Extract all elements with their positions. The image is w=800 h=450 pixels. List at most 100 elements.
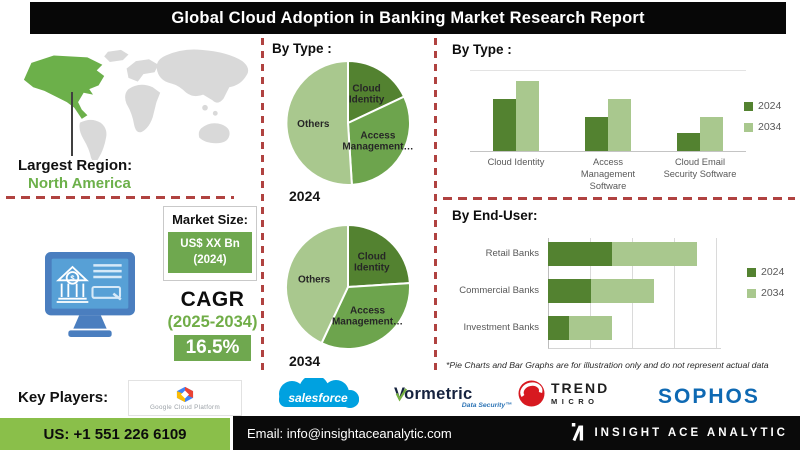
hbar-row: Retail Banks xyxy=(452,242,752,266)
micro-wordmark: MICRO xyxy=(551,397,599,406)
bar-2034 xyxy=(516,81,539,151)
stacked-bar xyxy=(548,279,655,303)
right-divider xyxy=(443,197,795,200)
legend-swatch-2024 xyxy=(747,267,756,277)
legend-swatch-2034 xyxy=(747,288,756,298)
banking-computer-icon: $ xyxy=(45,252,135,337)
salesforce-logo: salesforce xyxy=(266,375,370,419)
pie-chart-2024: Cloud Identity Access Management… Others xyxy=(283,58,413,193)
insight-ace-brand: INSIGHT ACE ANALYTIC xyxy=(571,422,788,444)
market-size-badge: US$ XX Bn (2024) xyxy=(168,232,252,274)
world-map xyxy=(23,49,249,160)
bank-building-icon xyxy=(56,265,89,303)
pie-2024-year-label: 2024 xyxy=(289,188,321,204)
cagr-label: CAGR xyxy=(180,288,245,311)
largest-region-value: North America xyxy=(28,175,131,192)
svg-text:$: $ xyxy=(70,274,75,283)
vormetric-check-icon xyxy=(395,388,408,402)
by-end-user-chart: Retail Banks Commercial Banks Investment B… xyxy=(452,238,752,356)
footer-bar: Email: info@insightaceanalytic.com INSIG… xyxy=(233,416,800,450)
largest-region-label: Largest Region: xyxy=(18,157,133,174)
end-user-legend: 2024 2034 xyxy=(747,266,784,299)
salesforce-cloud-icon: salesforce xyxy=(279,375,359,408)
left-divider xyxy=(6,196,234,199)
bar-segment-2034 xyxy=(590,279,655,303)
pie-svg: Cloud Identity Access Management… Others xyxy=(285,59,413,186)
category-label: Access Management Software xyxy=(580,157,636,192)
bar-2034 xyxy=(700,116,723,151)
pie-chart-2034: Cloud Identity Access Management… Others xyxy=(283,222,413,357)
bar-group xyxy=(677,116,723,151)
screen-text-lines xyxy=(93,264,122,279)
svg-text:Others: Others xyxy=(298,274,331,285)
market-size-year: (2024) xyxy=(193,253,227,266)
hbar-row: Investment Banks xyxy=(452,316,752,340)
legend-item-2024: 2024 xyxy=(744,100,781,112)
svg-text:Others: Others xyxy=(297,119,330,130)
phone-number: US: +1 551 226 6109 xyxy=(43,425,187,443)
cagr-block: CAGR (2025-2034) 16.5% xyxy=(150,288,275,361)
legend-label-2034: 2034 xyxy=(758,121,782,133)
legend-label-2034: 2034 xyxy=(761,287,785,299)
bar-2024 xyxy=(585,116,608,151)
phone-banner: US: +1 551 226 6109 xyxy=(0,418,230,450)
mid-right-divider xyxy=(434,38,437,372)
map-north-america xyxy=(23,55,105,119)
by-type-bar-heading: By Type : xyxy=(452,42,512,57)
stacked-bar xyxy=(548,316,612,340)
vormetric-wordmark: Vormetric xyxy=(394,385,473,403)
bar-2024 xyxy=(677,133,700,151)
market-size-value: US$ XX Bn xyxy=(180,238,240,250)
google-cloud-platform-logo: Google Cloud Platform xyxy=(128,380,242,416)
gcp-hexagon-icon xyxy=(176,386,194,402)
pie-svg: Cloud Identity Access Management… Others xyxy=(285,223,411,350)
trend-micro-ball-icon xyxy=(518,380,545,407)
key-players-label: Key Players: xyxy=(18,389,109,406)
cagr-period: (2025-2034) xyxy=(167,313,258,331)
bar-segment-2024 xyxy=(548,242,612,266)
report-title-bar: Global Cloud Adoption in Banking Market … xyxy=(30,2,786,34)
trend-micro-logo: TREND MICRO xyxy=(518,380,609,407)
bar-2034 xyxy=(608,99,631,151)
category-label: Commercial Banks xyxy=(459,284,539,296)
salesforce-wordmark: salesforce xyxy=(288,391,348,405)
insight-ace-wordmark: INSIGHT ACE ANALYTIC xyxy=(594,427,788,439)
pie-2034-year-label: 2034 xyxy=(289,353,321,369)
vormetric-logo: Vormetric Data Security™ xyxy=(394,385,512,409)
trend-wordmark: TREND xyxy=(551,380,610,396)
email-address: Email: info@insightaceanalytic.com xyxy=(247,425,452,441)
mid-left-divider xyxy=(261,38,264,372)
legend-item-2034: 2034 xyxy=(747,287,784,299)
by-type-bar-category-labels: Cloud Identity Access Management Software… xyxy=(470,156,746,192)
bar-2024 xyxy=(493,99,516,151)
legend-label-2024: 2024 xyxy=(761,266,785,278)
hbar-row: Commercial Banks xyxy=(452,279,752,303)
gcp-caption: Google Cloud Platform xyxy=(149,403,220,411)
market-size-label: Market Size: xyxy=(172,212,248,227)
legend-item-2024: 2024 xyxy=(747,266,784,278)
legend-item-2034: 2034 xyxy=(744,121,781,133)
bar-segment-2034 xyxy=(611,242,697,266)
sophos-logo: SOPHOS xyxy=(658,385,760,408)
by-type-legend: 2024 2034 xyxy=(744,100,781,133)
legend-swatch-2034 xyxy=(744,122,753,132)
category-label: Cloud Email Security Software xyxy=(663,157,737,180)
bar-segment-2024 xyxy=(548,316,570,340)
bar-group xyxy=(585,99,631,151)
end-user-rows: Retail Banks Commercial Banks Investment B… xyxy=(452,242,752,353)
category-label: Retail Banks xyxy=(485,247,539,259)
bar-group xyxy=(493,81,539,151)
report-title: Global Cloud Adoption in Banking Market … xyxy=(171,8,645,27)
by-end-user-heading: By End-User: xyxy=(452,208,538,223)
by-type-pie-heading: By Type : xyxy=(272,41,332,56)
by-type-bar-plot xyxy=(470,70,746,152)
legend-swatch-2024 xyxy=(744,101,753,111)
stacked-bar xyxy=(548,242,697,266)
map-continents xyxy=(79,49,249,160)
vormetric-tagline: Data Security™ xyxy=(461,402,512,409)
bar-segment-2034 xyxy=(569,316,612,340)
